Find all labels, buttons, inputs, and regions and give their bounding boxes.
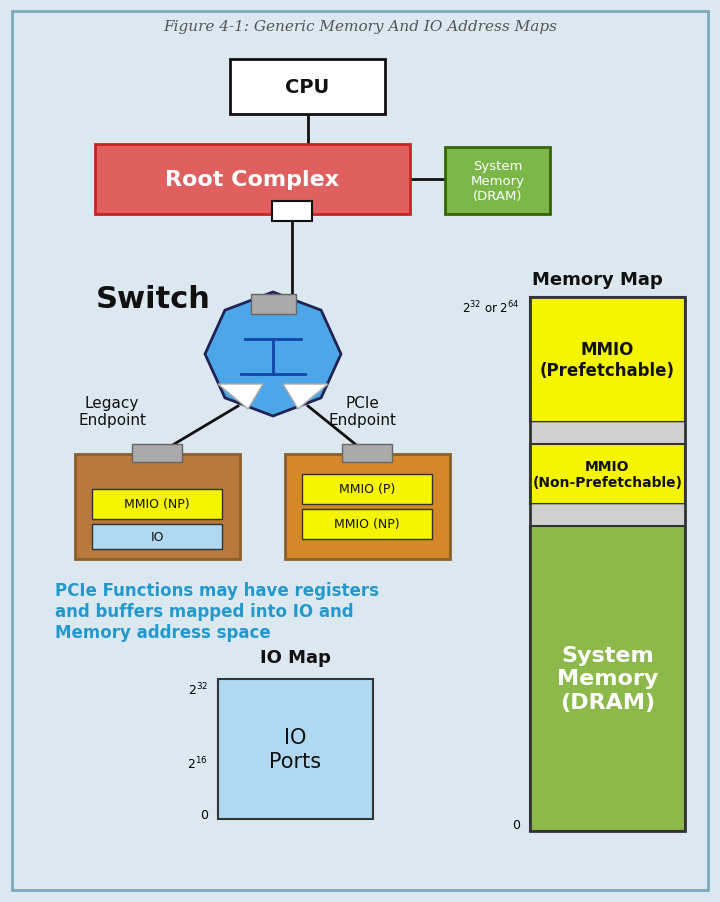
Bar xyxy=(92,524,222,549)
Text: PCIe Functions may have registers
and buffers mapped into IO and
Memory address : PCIe Functions may have registers and bu… xyxy=(55,582,379,641)
Bar xyxy=(272,202,312,222)
Bar xyxy=(302,510,432,539)
Text: $2^{32}$ or $2^{64}$: $2^{32}$ or $2^{64}$ xyxy=(462,299,520,317)
Text: $2^{32}$: $2^{32}$ xyxy=(188,681,208,698)
Bar xyxy=(285,455,450,559)
Bar xyxy=(530,504,685,527)
Bar xyxy=(132,445,182,463)
Bar xyxy=(342,445,392,463)
Text: MMIO
(Prefetchable): MMIO (Prefetchable) xyxy=(540,341,675,380)
Text: MMIO (NP): MMIO (NP) xyxy=(124,498,190,511)
Bar xyxy=(75,455,240,559)
Text: IO Map: IO Map xyxy=(260,649,330,667)
Text: PCIe
Endpoint: PCIe Endpoint xyxy=(328,395,396,428)
Text: IO: IO xyxy=(150,530,163,543)
Text: CPU: CPU xyxy=(285,78,330,97)
Bar xyxy=(302,474,432,504)
Text: System
Memory
(DRAM): System Memory (DRAM) xyxy=(470,160,524,203)
Text: 0: 0 xyxy=(512,818,520,831)
Bar xyxy=(251,295,295,315)
Bar xyxy=(218,679,373,819)
Text: Switch: Switch xyxy=(96,285,211,314)
Text: $2^{16}$: $2^{16}$ xyxy=(187,755,208,771)
Text: 0: 0 xyxy=(200,808,208,821)
Text: Memory Map: Memory Map xyxy=(531,271,662,289)
Bar xyxy=(530,527,685,831)
Bar xyxy=(230,60,385,115)
Bar xyxy=(92,490,222,520)
Polygon shape xyxy=(218,384,263,410)
Text: System
Memory
(DRAM): System Memory (DRAM) xyxy=(557,646,658,712)
Text: Root Complex: Root Complex xyxy=(166,170,340,189)
Text: IO
Ports: IO Ports xyxy=(269,728,322,770)
Polygon shape xyxy=(205,292,341,417)
Bar xyxy=(530,422,685,445)
Bar xyxy=(530,298,685,831)
Bar xyxy=(95,145,410,215)
Text: MMIO (NP): MMIO (NP) xyxy=(334,518,400,531)
Text: Figure 4-1: Generic Memory And IO Address Maps: Figure 4-1: Generic Memory And IO Addres… xyxy=(163,20,557,34)
Text: MMIO (P): MMIO (P) xyxy=(339,483,395,496)
Polygon shape xyxy=(283,384,328,410)
Text: MMIO
(Non-Prefetchable): MMIO (Non-Prefetchable) xyxy=(533,459,683,490)
Bar xyxy=(530,445,685,504)
Bar xyxy=(530,298,685,422)
Text: Legacy
Endpoint: Legacy Endpoint xyxy=(78,395,146,428)
Bar xyxy=(445,148,550,215)
